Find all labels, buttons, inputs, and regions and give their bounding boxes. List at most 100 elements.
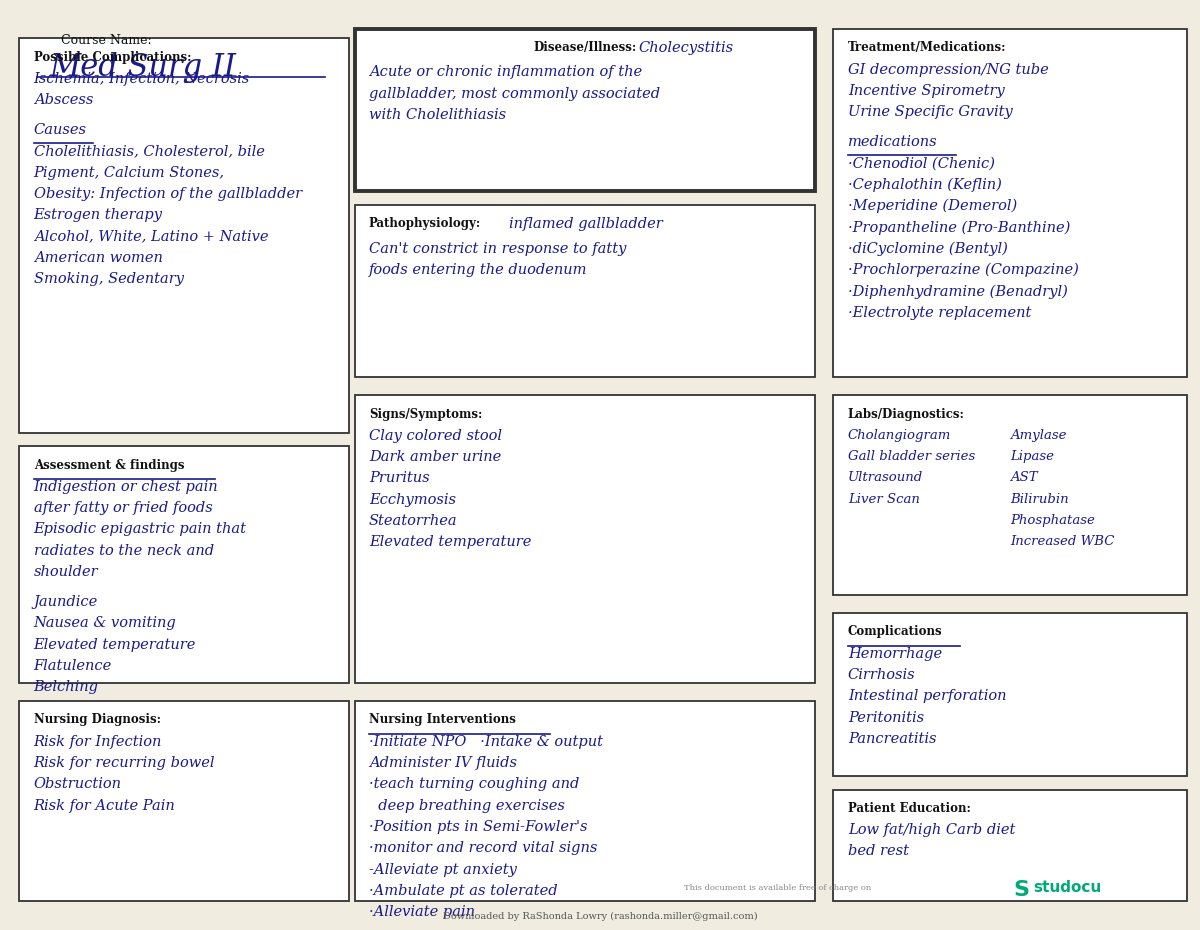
Text: Pathophysiology:: Pathophysiology: bbox=[368, 218, 481, 231]
FancyBboxPatch shape bbox=[834, 614, 1187, 776]
Text: ·Ambulate pt as tolerated: ·Ambulate pt as tolerated bbox=[368, 884, 558, 898]
Text: ·Propantheline (Pro-Banthine): ·Propantheline (Pro-Banthine) bbox=[848, 220, 1070, 234]
Text: GI decompression/NG tube: GI decompression/NG tube bbox=[848, 62, 1049, 76]
Text: -Alleviate pt anxiety: -Alleviate pt anxiety bbox=[368, 863, 517, 877]
Text: Risk for Acute Pain: Risk for Acute Pain bbox=[34, 799, 175, 813]
FancyBboxPatch shape bbox=[19, 38, 348, 432]
Text: AST: AST bbox=[1010, 472, 1038, 485]
Text: Flatulence: Flatulence bbox=[34, 659, 112, 673]
Text: Patient Education:: Patient Education: bbox=[848, 802, 971, 815]
Text: foods entering the duodenum: foods entering the duodenum bbox=[368, 263, 588, 277]
Text: Phosphatase: Phosphatase bbox=[1010, 514, 1094, 527]
Text: S: S bbox=[1013, 881, 1030, 900]
Text: Assessment & findings: Assessment & findings bbox=[34, 458, 185, 472]
Text: Episodic epigastric pain that: Episodic epigastric pain that bbox=[34, 523, 247, 537]
Text: ·Chenodiol (Chenic): ·Chenodiol (Chenic) bbox=[848, 156, 995, 170]
Text: Cholecystitis: Cholecystitis bbox=[638, 41, 734, 55]
Text: Pigment, Calcium Stones,: Pigment, Calcium Stones, bbox=[34, 166, 224, 179]
Text: ·diCyclomine (Bentyl): ·diCyclomine (Bentyl) bbox=[848, 242, 1008, 256]
FancyBboxPatch shape bbox=[19, 701, 348, 901]
Text: Ischemia, Infection, Necrosis: Ischemia, Infection, Necrosis bbox=[34, 72, 250, 86]
Text: medications: medications bbox=[848, 135, 937, 149]
Text: Nausea & vomiting: Nausea & vomiting bbox=[34, 617, 176, 631]
Text: ·teach turning coughing and: ·teach turning coughing and bbox=[368, 777, 580, 791]
Text: Can't constrict in response to fatty: Can't constrict in response to fatty bbox=[368, 242, 626, 256]
Text: Signs/Symptoms:: Signs/Symptoms: bbox=[368, 407, 482, 420]
Text: studocu: studocu bbox=[1033, 881, 1102, 896]
FancyBboxPatch shape bbox=[834, 790, 1187, 901]
Text: Risk for recurring bowel: Risk for recurring bowel bbox=[34, 756, 215, 770]
Text: Dark amber urine: Dark amber urine bbox=[368, 450, 502, 464]
Text: Peritonitis: Peritonitis bbox=[848, 711, 924, 724]
Text: Smoking, Sedentary: Smoking, Sedentary bbox=[34, 272, 184, 286]
Text: ·Prochlorperazine (Compazine): ·Prochlorperazine (Compazine) bbox=[848, 263, 1079, 277]
Text: Elevated temperature: Elevated temperature bbox=[34, 638, 196, 652]
Text: bed rest: bed rest bbox=[848, 844, 908, 858]
Text: Possible Complications:: Possible Complications: bbox=[34, 50, 191, 63]
Text: Cholelithiasis, Cholesterol, bile: Cholelithiasis, Cholesterol, bile bbox=[34, 144, 264, 158]
Text: ·Position pts in Semi-Fowler's: ·Position pts in Semi-Fowler's bbox=[368, 820, 588, 834]
Text: Steatorrhea: Steatorrhea bbox=[368, 514, 457, 528]
Text: Complications: Complications bbox=[848, 625, 942, 638]
Text: Intestinal perforation: Intestinal perforation bbox=[848, 689, 1007, 703]
Text: Course Name:: Course Name: bbox=[61, 33, 152, 46]
Text: ·Initiate NPO   ·Intake & output: ·Initiate NPO ·Intake & output bbox=[368, 735, 602, 749]
Text: Incentive Spirometry: Incentive Spirometry bbox=[848, 84, 1004, 98]
Text: Estrogen therapy: Estrogen therapy bbox=[34, 208, 163, 222]
Text: Lipase: Lipase bbox=[1010, 450, 1054, 463]
Text: Disease/Illness:: Disease/Illness: bbox=[534, 41, 637, 54]
Text: ·Cephalothin (Keflin): ·Cephalothin (Keflin) bbox=[848, 178, 1002, 193]
Text: deep breathing exercises: deep breathing exercises bbox=[368, 799, 565, 813]
Text: gallbladder, most commonly associated: gallbladder, most commonly associated bbox=[368, 86, 660, 100]
FancyBboxPatch shape bbox=[354, 29, 816, 192]
Text: Gall bladder series: Gall bladder series bbox=[848, 450, 976, 463]
Text: Bilirubin: Bilirubin bbox=[1010, 493, 1069, 506]
Text: Nursing Diagnosis:: Nursing Diagnosis: bbox=[34, 713, 161, 726]
Text: shoulder: shoulder bbox=[34, 565, 98, 579]
FancyBboxPatch shape bbox=[354, 206, 816, 377]
Text: with Cholelithiasis: with Cholelithiasis bbox=[368, 108, 506, 122]
FancyBboxPatch shape bbox=[354, 395, 816, 683]
Text: Med Surg II: Med Surg II bbox=[49, 52, 236, 84]
Text: Cholangiogram: Cholangiogram bbox=[848, 429, 952, 442]
Text: Urine Specific Gravity: Urine Specific Gravity bbox=[848, 105, 1013, 119]
Text: Elevated temperature: Elevated temperature bbox=[368, 536, 532, 550]
FancyBboxPatch shape bbox=[354, 701, 816, 901]
Text: Treatment/Medications:: Treatment/Medications: bbox=[848, 41, 1007, 54]
Text: Abscess: Abscess bbox=[34, 93, 94, 107]
Text: This document is available free of charge on: This document is available free of charg… bbox=[684, 884, 871, 892]
Text: American women: American women bbox=[34, 251, 162, 265]
Text: after fatty or fried foods: after fatty or fried foods bbox=[34, 501, 212, 515]
Text: Amylase: Amylase bbox=[1010, 429, 1067, 442]
Text: Causes: Causes bbox=[34, 123, 86, 137]
Text: Nursing Interventions: Nursing Interventions bbox=[368, 713, 516, 726]
Text: ·Diphenhydramine (Benadryl): ·Diphenhydramine (Benadryl) bbox=[848, 285, 1068, 299]
Text: Hemorrhage: Hemorrhage bbox=[848, 646, 942, 660]
Text: Risk for Infection: Risk for Infection bbox=[34, 735, 162, 749]
FancyBboxPatch shape bbox=[834, 395, 1187, 595]
Text: Increased WBC: Increased WBC bbox=[1010, 536, 1115, 549]
Text: Indigestion or chest pain: Indigestion or chest pain bbox=[34, 480, 218, 494]
Text: ·Electrolyte replacement: ·Electrolyte replacement bbox=[848, 306, 1031, 320]
Text: Obstruction: Obstruction bbox=[34, 777, 121, 791]
Text: ·Meperidine (Demerol): ·Meperidine (Demerol) bbox=[848, 199, 1018, 214]
Text: Ecchymosis: Ecchymosis bbox=[368, 493, 456, 507]
Text: Downloaded by RaShonda Lowry (rashonda.miller@gmail.com): Downloaded by RaShonda Lowry (rashonda.m… bbox=[443, 912, 757, 922]
Text: Alcohol, White, Latino + Native: Alcohol, White, Latino + Native bbox=[34, 230, 269, 244]
Text: Liver Scan: Liver Scan bbox=[848, 493, 919, 506]
Text: ·Alleviate pain: ·Alleviate pain bbox=[368, 906, 475, 920]
Text: Pruritus: Pruritus bbox=[368, 472, 430, 485]
Text: Obesity: Infection of the gallbladder: Obesity: Infection of the gallbladder bbox=[34, 187, 302, 201]
Text: Ultrasound: Ultrasound bbox=[848, 472, 923, 485]
Text: Administer IV fluids: Administer IV fluids bbox=[368, 756, 517, 770]
Text: Acute or chronic inflammation of the: Acute or chronic inflammation of the bbox=[368, 65, 642, 79]
Text: Labs/Diagnostics:: Labs/Diagnostics: bbox=[848, 407, 965, 420]
FancyBboxPatch shape bbox=[834, 29, 1187, 377]
Text: Clay colored stool: Clay colored stool bbox=[368, 429, 502, 443]
Text: Cirrhosis: Cirrhosis bbox=[848, 668, 916, 682]
Text: ·monitor and record vital signs: ·monitor and record vital signs bbox=[368, 842, 598, 856]
Text: Low fat/high Carb diet: Low fat/high Carb diet bbox=[848, 823, 1015, 837]
Text: Jaundice: Jaundice bbox=[34, 595, 98, 609]
Text: Belching: Belching bbox=[34, 681, 98, 695]
Text: radiates to the neck and: radiates to the neck and bbox=[34, 544, 214, 558]
